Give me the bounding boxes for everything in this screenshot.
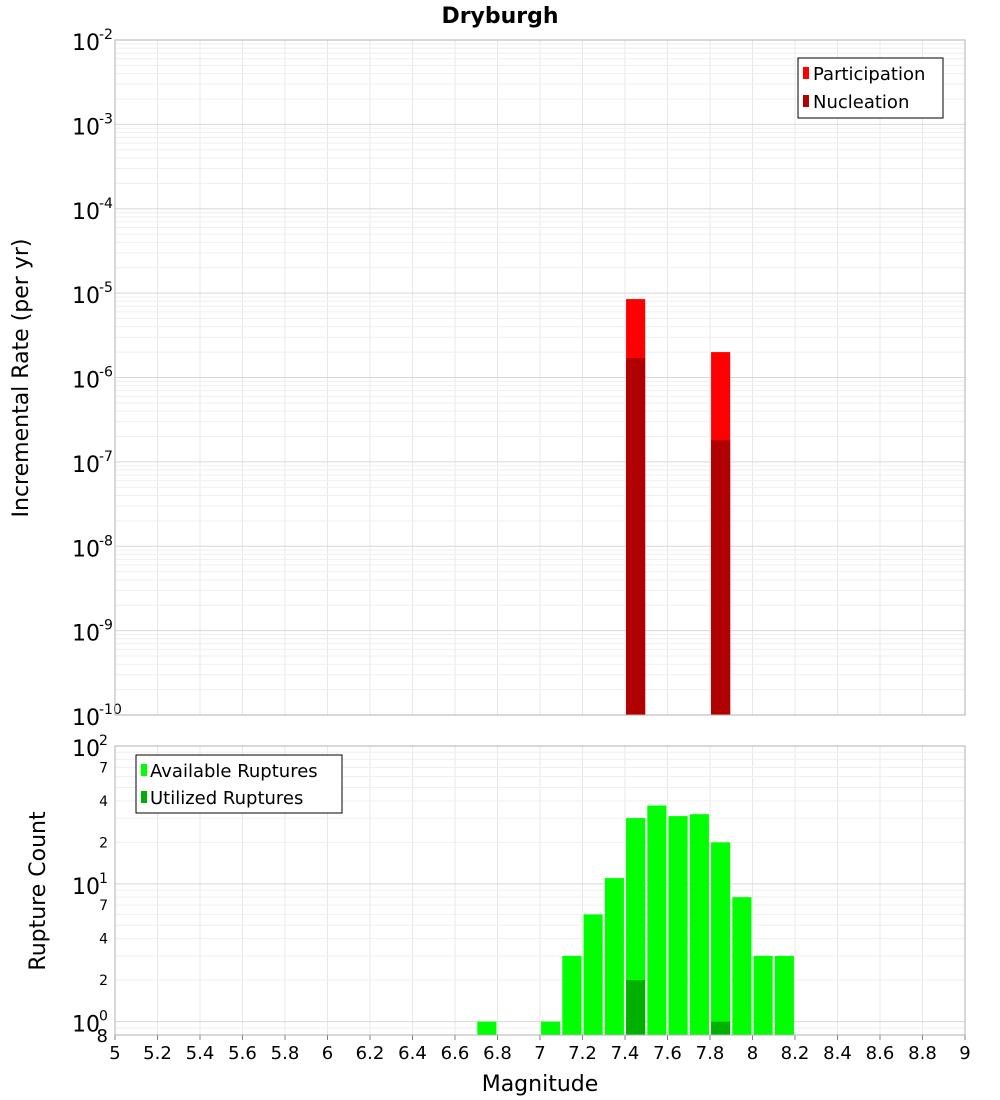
count-y-minor-tick-label: 8: [97, 1026, 108, 1047]
available-ruptures-bar: [668, 816, 688, 1035]
count-y-tick-label: 10: [72, 875, 100, 900]
rate-y-axis-label: Incremental Rate (per yr): [9, 239, 34, 518]
rate-legend-box: [797, 57, 944, 119]
count-y-minor-tick-label: 7: [99, 898, 108, 914]
magnitude-tick-label: 7: [534, 1043, 545, 1064]
magnitude-tick-label: 8.8: [908, 1043, 937, 1064]
magnitude-tick-label: 6.6: [441, 1043, 470, 1064]
rate-y-tick-label: 10: [72, 706, 100, 731]
rate-y-tick-exponent: -3: [99, 111, 113, 127]
available-ruptures-bar: [732, 897, 752, 1035]
magnitude-tick-label: 7.2: [568, 1043, 597, 1064]
count-y-tick-exponent: 0: [99, 1009, 108, 1025]
magnitude-tick-label: 8.6: [866, 1043, 895, 1064]
rate-y-tick-label: 10: [72, 284, 100, 309]
legend-label-participation: Participation: [813, 64, 925, 85]
magnitude-tick-label: 5.2: [143, 1043, 172, 1064]
available-ruptures-bar: [562, 955, 582, 1035]
legend-swatch-utilized: [141, 791, 147, 803]
rate-y-tick-label: 10: [72, 31, 100, 56]
rate-y-tick-exponent: -7: [99, 449, 113, 465]
rate-legend: Participation Nucleation: [797, 57, 944, 119]
available-ruptures-bar: [647, 805, 667, 1035]
rate-y-tick-label: 10: [72, 453, 100, 478]
count-y-minor-tick-label: 4: [99, 794, 108, 810]
available-ruptures-bar: [753, 955, 773, 1035]
rate-y-tick-exponent: -9: [99, 618, 113, 634]
magnitude-tick-label: 6: [322, 1043, 333, 1064]
available-ruptures-bar: [541, 1021, 561, 1035]
available-ruptures-bar: [583, 914, 603, 1035]
count-y-axis-label: Rupture Count: [26, 811, 51, 971]
rate-y-tick-exponent: -5: [99, 280, 113, 296]
legend-label-utilized: Utilized Ruptures: [150, 788, 303, 809]
magnitude-tick-label: 5.4: [186, 1043, 215, 1064]
magnitude-tick-label: 8: [747, 1043, 758, 1064]
nucleation-bar: [711, 440, 731, 715]
nucleation-bar: [626, 358, 646, 715]
rate-plot-border: [114, 39, 966, 716]
magnitude-tick-label: 7.4: [611, 1043, 640, 1064]
magnitude-tick-label: 8.4: [823, 1043, 852, 1064]
available-ruptures-bar: [689, 814, 709, 1035]
rate-y-tick-exponent: -10: [99, 702, 122, 718]
chart-title: Dryburgh: [441, 4, 558, 29]
legend-swatch-nucleation: [803, 95, 809, 107]
rate-grid: [114, 40, 966, 716]
rate-y-tick-label: 10: [72, 537, 100, 562]
rate-y-tick-label: 10: [72, 115, 100, 140]
count-y-tick-label: 10: [72, 737, 100, 762]
magnitude-tick-label: 5.6: [228, 1043, 257, 1064]
count-plot-border: [114, 745, 966, 1036]
legend-swatch-participation: [803, 67, 809, 79]
available-ruptures-bar: [711, 842, 731, 1035]
count-legend: Available Ruptures Utilized Ruptures: [135, 754, 343, 814]
legend-label-available: Available Ruptures: [150, 761, 318, 782]
rate-bars: [626, 299, 731, 715]
count-x-ticks: 5 5.2 5.4 5.6 5.8 6 6.2 6.4 6.6 6.8 7 7.2 7.4 7.6 7.8 8…: [109, 1035, 971, 1064]
available-ruptures-bar: [604, 878, 624, 1035]
legend-swatch-available: [141, 764, 147, 776]
count-y-tick-label: 10: [72, 1013, 100, 1038]
magnitude-tick-label: 5: [109, 1043, 120, 1064]
magnitude-tick-label: 5.8: [271, 1043, 300, 1064]
magnitude-tick-label: 6.2: [356, 1043, 385, 1064]
magnitude-tick-label: 9: [959, 1043, 970, 1064]
count-y-minor-tick-label: 2: [99, 973, 108, 989]
rate-y-tick-exponent: -8: [99, 533, 113, 549]
count-bars: [477, 805, 794, 1035]
count-legend-box: [135, 754, 343, 814]
count-y-minor-tick-label: 2: [99, 835, 108, 851]
magnitude-tick-label: 6.8: [483, 1043, 512, 1064]
magnitude-tick-label: 7.8: [696, 1043, 725, 1064]
count-y-tick-exponent: 1: [99, 871, 108, 887]
count-y-tick-exponent: 2: [99, 733, 108, 749]
magnitude-tick-label: 7.6: [653, 1043, 682, 1064]
rate-y-tick-exponent: -6: [99, 365, 113, 381]
utilized-ruptures-bar: [711, 1021, 731, 1035]
count-y-minor-tick-label: 7: [99, 760, 108, 776]
magnitude-tick-label: 8.2: [781, 1043, 810, 1064]
available-ruptures-bar: [774, 955, 794, 1035]
magnitude-axis-label: Magnitude: [482, 1072, 599, 1097]
available-ruptures-bar: [477, 1021, 497, 1035]
magnitude-tick-label: 6.4: [398, 1043, 427, 1064]
rate-y-tick-label: 10: [72, 622, 100, 647]
rate-y-tick-label: 10: [72, 200, 100, 225]
rate-y-tick-exponent: -4: [99, 196, 113, 212]
count-y-minor-tick-label: 4: [99, 932, 108, 948]
rate-y-tick-label: 10: [72, 369, 100, 394]
rate-y-tick-exponent: -2: [99, 27, 113, 43]
legend-label-nucleation: Nucleation: [813, 92, 909, 113]
utilized-ruptures-bar: [626, 980, 646, 1035]
